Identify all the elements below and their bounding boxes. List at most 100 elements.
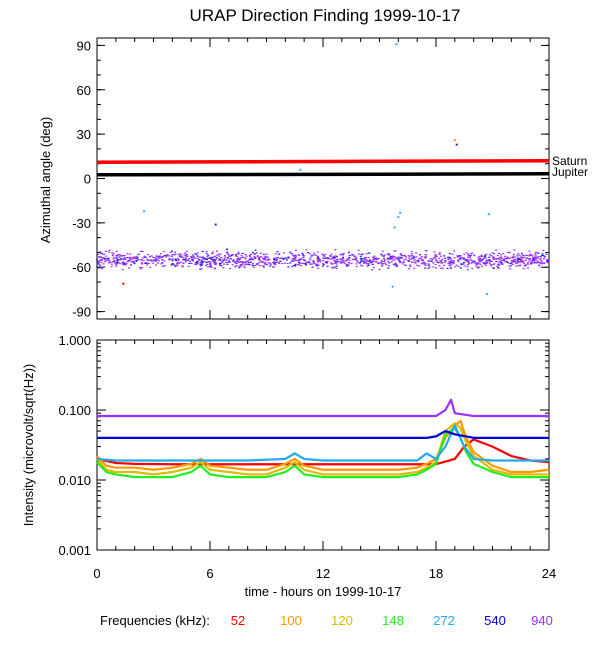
azimuth-cluster-point xyxy=(345,264,348,266)
azimuth-cluster-point xyxy=(159,255,162,258)
azimuth-cluster-point xyxy=(157,256,160,258)
azimuth-cluster-point xyxy=(177,258,180,260)
azimuth-cluster-point xyxy=(361,265,364,267)
azimuth-cluster-point xyxy=(291,254,294,256)
azimuth-cluster-point xyxy=(255,263,258,265)
azimuth-cluster-point xyxy=(449,258,452,260)
azimuth-cluster-point xyxy=(114,262,117,264)
azimuth-cluster-point xyxy=(439,255,442,257)
azimuth-cluster-point xyxy=(383,254,386,256)
azimuth-cluster-point xyxy=(115,265,118,267)
azimuth-cluster-point xyxy=(474,260,477,262)
azimuth-cluster-point xyxy=(539,258,542,260)
azimuth-cluster-point xyxy=(211,259,214,261)
azimuth-cluster-point xyxy=(198,258,201,260)
azimuth-cluster-point xyxy=(314,254,317,256)
azimuth-cluster-point xyxy=(201,261,204,263)
azimuth-cluster-point xyxy=(102,266,105,268)
azimuth-outlier-point xyxy=(487,213,490,216)
azimuth-cluster-point xyxy=(519,261,522,263)
azimuth-cluster-point xyxy=(399,254,402,256)
azimuth-cluster-point xyxy=(274,262,277,264)
azimuth-cluster-point xyxy=(336,260,339,263)
azimuth-cluster-point xyxy=(178,253,181,255)
azimuth-cluster-point xyxy=(166,254,169,256)
azimuth-cluster-point xyxy=(309,263,312,265)
azimuth-cluster-point xyxy=(267,258,270,260)
reference-line-label-jupiter: Jupiter xyxy=(552,165,588,179)
azimuth-cluster-point xyxy=(150,255,153,257)
azimuth-cluster-point xyxy=(373,255,376,257)
azimuth-cluster-point xyxy=(512,255,515,257)
azimuth-cluster-point xyxy=(351,258,354,261)
azimuth-cluster-point xyxy=(181,265,184,267)
azimuth-cluster-point xyxy=(128,256,131,259)
azimuth-cluster-point xyxy=(412,258,415,260)
azimuth-cluster-point xyxy=(521,260,524,263)
azimuth-cluster-point xyxy=(538,265,541,267)
azimuth-cluster-point xyxy=(293,255,296,257)
azimuth-cluster-point xyxy=(466,264,469,266)
azimuth-cluster-point xyxy=(290,253,293,255)
azimuth-cluster-point xyxy=(481,258,484,261)
azimuth-cluster-point xyxy=(347,252,350,254)
azimuth-cluster-point xyxy=(325,257,328,259)
azimuth-cluster-point xyxy=(236,259,239,262)
azimuth-outlier-point xyxy=(122,282,125,285)
azimuth-cluster-point xyxy=(240,254,243,257)
azimuth-cluster-point xyxy=(363,256,366,259)
azimuth-cluster-point xyxy=(541,253,544,255)
azimuth-cluster-point xyxy=(361,258,364,260)
azimuth-cluster-point xyxy=(485,261,488,264)
azimuth-cluster-point xyxy=(375,258,378,261)
azimuth-cluster-point xyxy=(226,248,229,250)
azimuth-cluster-point xyxy=(199,265,202,267)
azimuth-cluster-point xyxy=(263,258,266,260)
azimuth-cluster-point xyxy=(431,258,434,261)
azimuth-cluster-point xyxy=(360,260,363,262)
azimuth-cluster-point xyxy=(152,256,155,258)
azimuth-cluster-point xyxy=(298,262,301,264)
azimuth-cluster-point xyxy=(243,261,246,263)
azimuth-cluster-point xyxy=(237,259,240,261)
azimuth-cluster-point xyxy=(177,259,180,261)
azimuth-cluster-point xyxy=(490,255,493,257)
azimuth-cluster-point xyxy=(412,255,415,257)
reference-line-saturn xyxy=(96,159,550,164)
azimuth-cluster-point xyxy=(289,262,292,264)
azimuth-cluster-point xyxy=(506,256,509,259)
azimuth-cluster-point xyxy=(234,262,237,264)
azimuth-cluster-point xyxy=(419,257,422,259)
azimuth-cluster-point xyxy=(244,257,247,259)
azimuth-cluster-point xyxy=(267,262,270,264)
azimuth-cluster-point xyxy=(212,251,215,253)
azimuth-cluster-point xyxy=(250,257,253,259)
azimuth-cluster-point xyxy=(540,263,543,265)
azimuth-cluster-point xyxy=(300,262,303,264)
azimuth-cluster-point xyxy=(359,264,362,266)
azimuth-cluster-point xyxy=(102,256,105,259)
azimuth-cluster-point xyxy=(207,257,210,259)
azimuth-cluster-point xyxy=(365,253,368,255)
azimuth-cluster-point xyxy=(188,258,191,260)
azimuth-cluster-point xyxy=(218,258,221,260)
azimuth-cluster-point xyxy=(364,262,367,264)
azimuth-cluster-point xyxy=(348,257,351,259)
azimuth-cluster-point xyxy=(179,261,182,263)
azimuth-cluster-point xyxy=(106,258,109,260)
azimuth-cluster-point xyxy=(170,264,173,266)
azimuth-cluster-point xyxy=(171,250,174,252)
azimuth-cluster-point xyxy=(375,261,378,263)
azimuth-cluster-point xyxy=(192,254,195,256)
azimuth-cluster-point xyxy=(209,266,212,268)
azimuth-cluster-point xyxy=(438,253,441,255)
frequency-legend-label: Frequencies (kHz): xyxy=(100,613,210,628)
azimuth-cluster-point xyxy=(473,254,476,256)
azimuth-cluster-point xyxy=(148,259,151,261)
azimuth-cluster-point xyxy=(135,259,138,262)
azimuth-cluster-point xyxy=(401,261,404,264)
legend-frequency-940: 940 xyxy=(531,613,553,628)
azimuth-cluster-point xyxy=(264,257,267,259)
azimuth-cluster-point xyxy=(341,256,344,258)
azimuth-cluster-point xyxy=(397,256,400,258)
